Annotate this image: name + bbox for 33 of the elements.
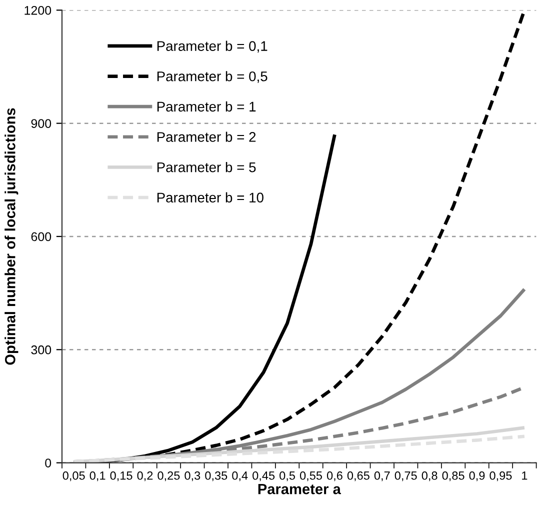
- y-tick-label: 0: [45, 458, 52, 468]
- x-tick-label: 0,95: [490, 471, 512, 482]
- x-tick-label: 0,15: [110, 471, 132, 482]
- x-tick-label: 0,6: [326, 471, 342, 482]
- x-tick-label: 0,2: [137, 471, 153, 482]
- legend-label: Parameter b = 5: [157, 162, 256, 172]
- legend-label: Parameter b = 0,5: [157, 71, 268, 83]
- x-tick-label: 0,75: [394, 471, 417, 482]
- x-tick-label: 0,55: [300, 471, 322, 482]
- legend-label: Parameter b = 2: [157, 132, 256, 142]
- x-axis-title: Parameter a: [258, 484, 341, 494]
- x-tick-label: 0,45: [252, 471, 275, 482]
- x-tick-label: 0,1: [90, 471, 106, 482]
- x-tick-label: 0,25: [158, 471, 180, 482]
- x-tick-label: 0,05: [62, 471, 85, 482]
- x-tick-label: 0,85: [442, 471, 464, 482]
- legend-label: Parameter b = 1: [157, 101, 256, 112]
- y-tick-label: 300: [31, 345, 52, 354]
- legend-label: Parameter b = 10: [157, 192, 264, 203]
- y-tick-label: 600: [31, 232, 52, 242]
- x-tick-label: 0,65: [347, 471, 370, 482]
- y-tick-label: 1200: [24, 6, 52, 15]
- x-tick-label: 0,7: [374, 471, 390, 482]
- legend-label: Parameter b = 0,1: [157, 40, 268, 53]
- y-axis-title: Optimal number of local jurisdictions: [4, 108, 18, 365]
- y-tick-label: 900: [31, 119, 52, 128]
- x-tick-label: 0,3: [184, 471, 200, 482]
- x-tick-label: 0,8: [422, 471, 438, 482]
- x-tick-label: 0,5: [280, 471, 295, 482]
- x-tick-label: 0,35: [205, 471, 228, 482]
- x-tick-label: 1: [522, 472, 528, 480]
- x-tick-label: 0,9: [469, 471, 485, 482]
- x-tick-label: 0,4: [232, 471, 248, 482]
